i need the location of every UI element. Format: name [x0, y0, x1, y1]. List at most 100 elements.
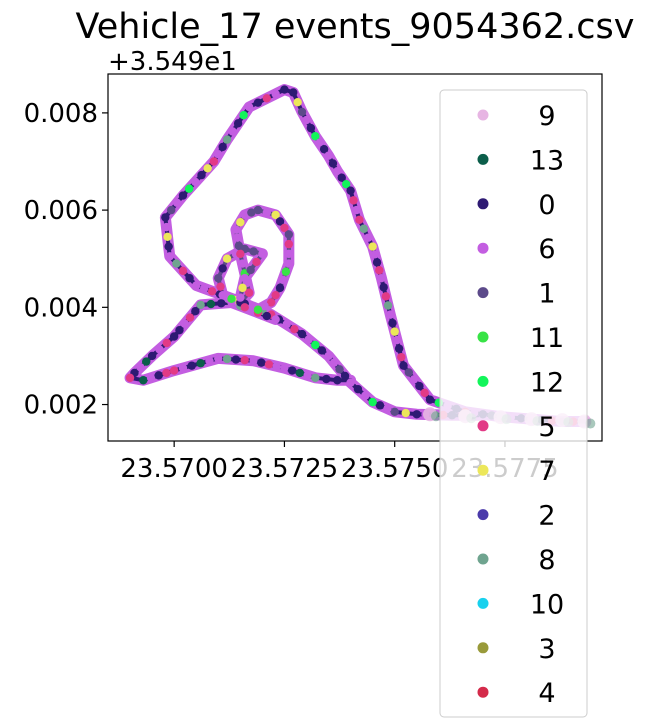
event-point: [228, 127, 237, 136]
event-point: [324, 151, 333, 160]
event-point: [236, 249, 245, 259]
event-point: [180, 319, 189, 329]
event-point: [311, 340, 320, 350]
event-point: [142, 357, 151, 366]
legend-marker: [477, 242, 489, 254]
event-point: [379, 283, 388, 292]
event-point: [222, 135, 232, 144]
event-point: [353, 384, 363, 394]
legend-marker: [477, 375, 489, 387]
event-point: [222, 254, 232, 263]
event-point: [271, 290, 280, 300]
event-point: [390, 327, 399, 336]
event-point: [264, 360, 274, 369]
y-tick-label: 0.008: [24, 99, 98, 129]
legend-label: 1: [538, 279, 555, 310]
event-point: [169, 366, 179, 375]
event-point: [295, 368, 305, 378]
event-point: [257, 358, 266, 367]
legend-marker: [477, 642, 489, 654]
event-point: [399, 361, 408, 370]
event-point: [333, 167, 342, 176]
event-point: [375, 266, 384, 275]
event-point: [169, 332, 179, 341]
event-point: [147, 351, 157, 361]
event-point: [324, 351, 333, 361]
y-tick-label: 0.006: [24, 196, 98, 226]
event-point: [425, 395, 435, 404]
event-point: [154, 371, 163, 380]
legend-marker: [477, 686, 489, 698]
event-point: [178, 191, 188, 200]
event-point: [162, 222, 171, 232]
event-point: [340, 371, 350, 381]
event-point: [233, 233, 242, 242]
event-point: [206, 299, 216, 309]
event-point: [249, 247, 258, 256]
event-point: [284, 259, 294, 268]
event-point: [209, 157, 219, 166]
legend-marker: [477, 464, 489, 476]
x-tick-label: 23.5750: [341, 454, 449, 484]
event-point: [197, 170, 206, 180]
legend-marker: [477, 153, 489, 165]
y-axis: 0.002 0.004 0.006 0.008: [24, 99, 108, 421]
event-point: [415, 381, 424, 391]
event-point: [341, 179, 351, 189]
event-point: [233, 119, 243, 128]
event-point: [289, 88, 298, 97]
event-point: [172, 259, 181, 268]
event-point: [335, 365, 344, 374]
legend-marker: [477, 553, 489, 565]
legend-label: 4: [538, 678, 555, 709]
event-point: [234, 241, 244, 250]
event-point: [271, 315, 280, 324]
legend-marker: [477, 597, 489, 609]
event-point: [163, 232, 172, 242]
event-point: [238, 259, 247, 268]
event-point: [136, 363, 145, 372]
event-point: [297, 329, 307, 339]
event-point: [284, 230, 294, 239]
event-point: [164, 242, 173, 251]
event-point: [253, 205, 263, 215]
event-point: [216, 282, 225, 291]
event-point: [252, 257, 261, 267]
event-point: [167, 205, 176, 215]
legend-label: 2: [538, 501, 555, 532]
event-point: [381, 292, 391, 301]
legend-label: 7: [538, 456, 555, 487]
x-tick-label: 23.5700: [120, 454, 228, 484]
event-point: [187, 361, 197, 370]
plot-frame: [107, 73, 603, 442]
event-point: [253, 305, 263, 314]
event-point: [585, 418, 596, 429]
event-point: [175, 325, 184, 335]
event-point: [311, 132, 320, 141]
event-point: [280, 363, 289, 373]
y-tick-label: 0.004: [24, 293, 98, 323]
event-point: [218, 290, 227, 300]
event-point: [262, 208, 271, 217]
event-point: [271, 210, 280, 220]
event-point: [306, 123, 316, 133]
event-point: [337, 173, 346, 182]
event-point: [271, 89, 280, 99]
event-point: [278, 275, 288, 284]
event-point: [302, 115, 311, 125]
legend-box: [439, 89, 588, 718]
event-point: [214, 354, 223, 363]
legend-marker: [477, 420, 489, 432]
event-point: [192, 281, 201, 290]
event-point: [377, 273, 386, 283]
legend-label: 3: [538, 634, 555, 665]
event-point: [231, 355, 241, 364]
event-point: [227, 294, 236, 304]
event-point: [346, 378, 355, 387]
event-point: [231, 225, 241, 234]
event-point: [409, 375, 419, 384]
event-point: [207, 287, 217, 296]
event-point: [262, 94, 271, 103]
legend-marker: [477, 509, 489, 521]
